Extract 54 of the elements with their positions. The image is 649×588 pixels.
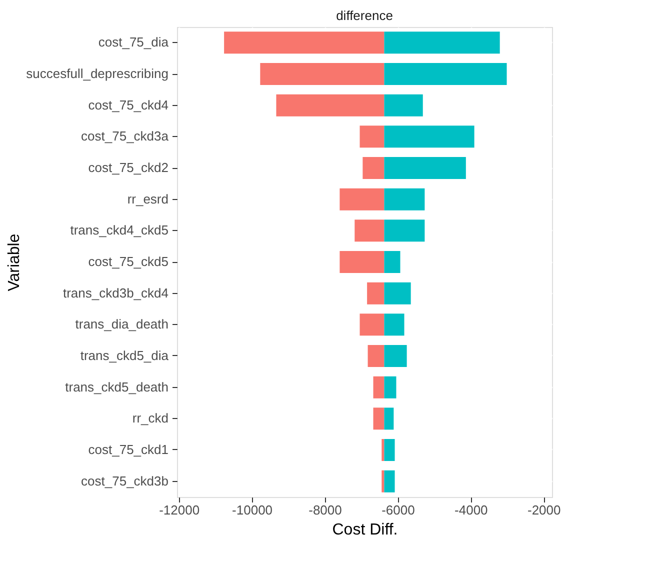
y-tick-label: cost_75_ckd1 [88, 442, 168, 457]
y-tick-label: cost_75_ckd4 [88, 97, 168, 112]
y-tick-label: cost_75_ckd3b [81, 473, 168, 488]
bar [373, 408, 384, 430]
bar [354, 220, 384, 242]
bar [384, 157, 466, 179]
x-tick-label: -2000 [527, 502, 561, 518]
y-tick-label: trans_dia_death [75, 316, 168, 332]
bar [224, 32, 384, 54]
x-tick-label: -12000 [159, 502, 200, 518]
y-tick-label: cost_75_ckd5 [88, 254, 168, 269]
bar [384, 408, 394, 430]
y-tick-label: cost_75_ckd2 [88, 160, 168, 175]
bar [362, 157, 384, 179]
y-tick-label: trans_ckd5_death [65, 379, 168, 394]
bar [384, 470, 395, 492]
y-tick-label: succesfull_deprescribing [26, 66, 168, 81]
bar [373, 376, 384, 398]
y-tick-label: trans_ckd4_ckd5 [70, 222, 168, 238]
x-axis-title: Cost Diff. [332, 522, 398, 538]
bar [384, 376, 396, 398]
bar [382, 439, 384, 461]
bar [360, 126, 384, 148]
y-axis-title: Variable [6, 234, 24, 292]
bar [382, 470, 384, 492]
bar [384, 94, 423, 116]
bar [384, 282, 411, 304]
bar [384, 32, 500, 54]
bar [384, 314, 404, 336]
bar [384, 251, 400, 273]
y-tick-label: trans_ckd3b_ckd4 [62, 285, 168, 300]
x-tick-label: -6000 [382, 502, 415, 518]
bar [368, 345, 384, 367]
y-tick-label: rr_ckd [132, 410, 168, 426]
bar [340, 188, 384, 210]
bar [367, 282, 384, 304]
y-tick-label: rr_esrd [127, 191, 168, 206]
x-tick-label: -4000 [454, 502, 488, 518]
bar [384, 439, 395, 461]
x-tick-label: -8000 [308, 502, 342, 518]
bar [276, 94, 384, 116]
bar [384, 345, 407, 367]
bar [384, 126, 474, 148]
bar [360, 314, 384, 336]
bar [384, 63, 507, 85]
x-tick-label: -10000 [232, 502, 273, 518]
bar [384, 220, 425, 242]
bar [260, 63, 384, 85]
y-tick-label: cost_75_ckd3a [81, 128, 170, 144]
bar [384, 188, 425, 210]
chart-title: difference [336, 8, 393, 23]
y-tick-label: cost_75_dia [98, 34, 170, 50]
y-tick-label: trans_ckd5_dia [80, 348, 170, 363]
bar [340, 251, 384, 273]
